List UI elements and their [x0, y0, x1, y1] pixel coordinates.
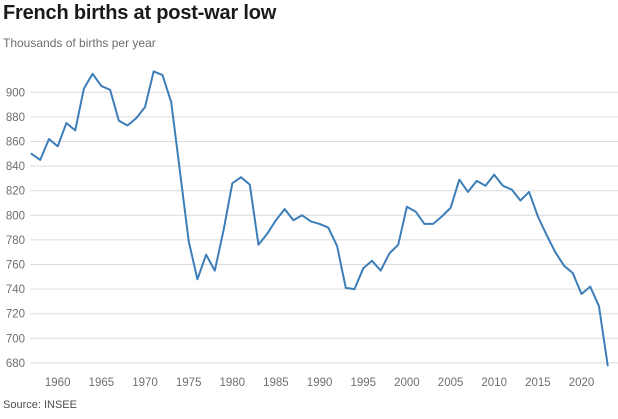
- chart-subtitle: Thousands of births per year: [3, 36, 156, 50]
- y-tick-label: 900: [6, 87, 25, 99]
- y-tick-label: 760: [6, 260, 25, 272]
- x-tick-label: 1985: [263, 377, 289, 389]
- gridlines: [30, 91, 618, 364]
- x-tick-label: 2020: [569, 377, 595, 389]
- y-tick-label: 860: [6, 137, 25, 149]
- y-tick-label: 800: [6, 210, 25, 222]
- y-tick-label: 820: [6, 186, 25, 198]
- source-note: Source: INSEE: [3, 399, 77, 411]
- y-tick-label: 740: [6, 284, 25, 296]
- y-tick-label: 680: [6, 358, 25, 370]
- x-tick-label: 2010: [481, 377, 507, 389]
- x-tick-label: 2005: [438, 377, 464, 389]
- x-tick-label: 1965: [89, 377, 115, 389]
- x-axis-labels: 1960 1965 1970 1975 1980 1985 1990 1995 2000 2005…: [45, 377, 594, 389]
- y-tick-label: 880: [6, 112, 25, 124]
- y-tick-label: 840: [6, 161, 25, 173]
- chart-title: French births at post-war low: [3, 2, 277, 24]
- y-tick-label: 720: [6, 309, 25, 321]
- x-tick-label: 1960: [45, 377, 71, 389]
- x-tick-label: 1975: [176, 377, 202, 389]
- x-tick-label: 2015: [525, 377, 551, 389]
- x-tick-label: 1980: [220, 377, 246, 389]
- y-tick-label: 780: [6, 235, 25, 247]
- x-tick-label: 1970: [132, 377, 158, 389]
- births-line: [30, 70, 609, 367]
- x-tick-label: 1995: [351, 377, 377, 389]
- y-axis-labels: 680 700 720 740 760 780 800 820 840 860 880 900: [6, 87, 25, 370]
- y-tick-label: 700: [6, 333, 25, 345]
- x-tick-label: 2000: [394, 377, 420, 389]
- x-tick-label: 1990: [307, 377, 333, 389]
